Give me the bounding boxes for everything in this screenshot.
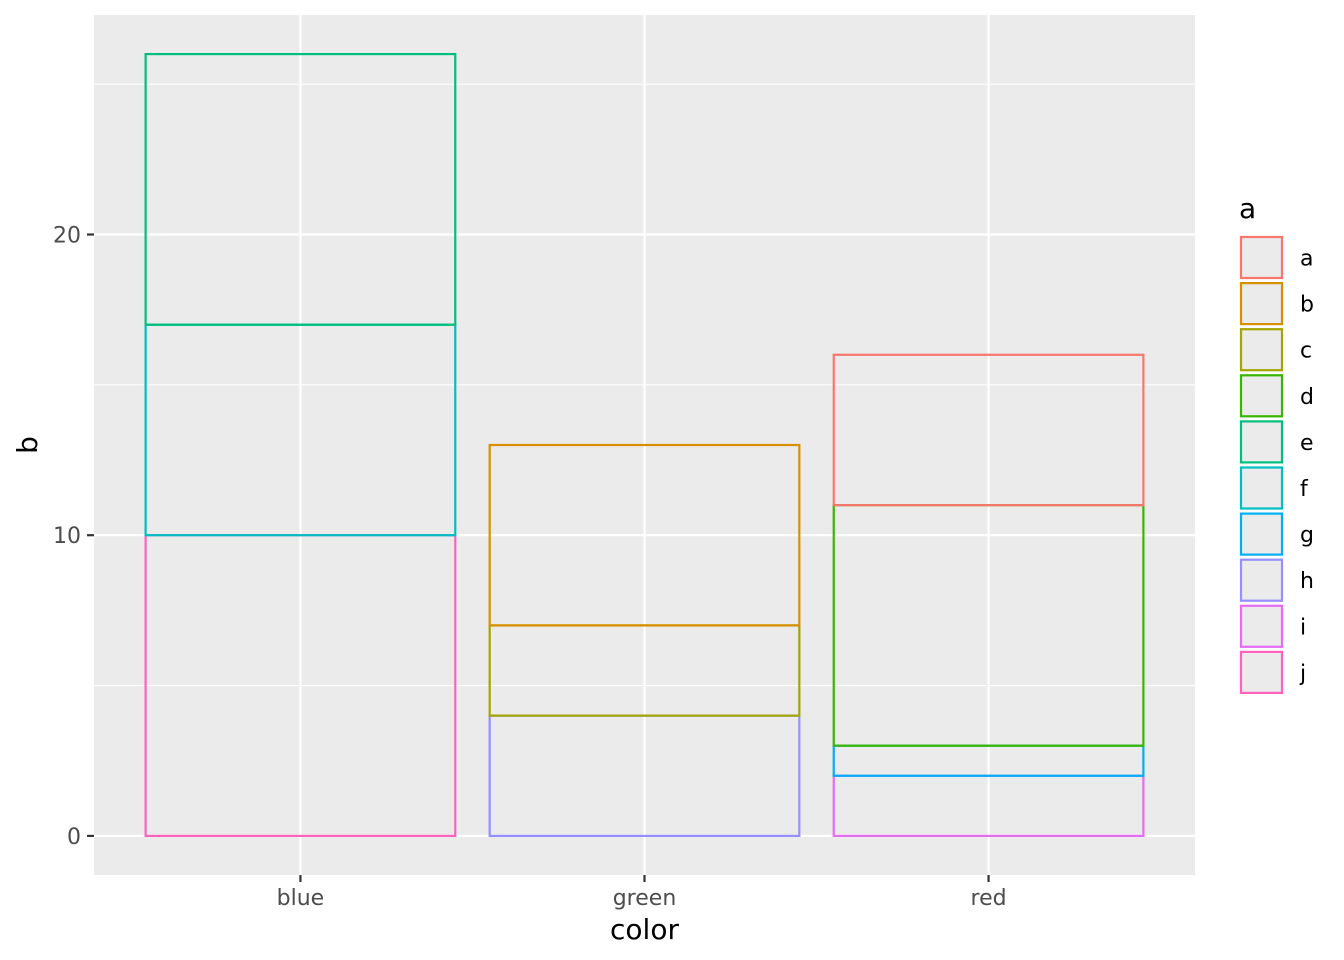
legend-key-e xyxy=(1239,420,1284,464)
legend-label-e: e xyxy=(1300,431,1314,456)
legend-label-f: f xyxy=(1300,477,1309,502)
x-tick-label-red: red xyxy=(971,886,1007,911)
legend-key-b xyxy=(1239,282,1284,326)
legend-label-d: d xyxy=(1300,385,1314,410)
legend-key-bg xyxy=(1240,236,1283,279)
y-tick-label: 10 xyxy=(53,524,81,549)
bar-segment-blue-e xyxy=(144,52,457,326)
x-axis: blue green red xyxy=(277,875,1007,911)
legend-key-bg xyxy=(1240,374,1283,418)
y-axis: 0 10 20 xyxy=(53,224,94,850)
legend-key-h xyxy=(1239,558,1284,602)
legend-label-a: a xyxy=(1300,247,1313,272)
legend-key-c xyxy=(1239,328,1284,372)
legend-key-bg xyxy=(1240,604,1283,648)
y-tick-label: 20 xyxy=(53,224,81,249)
legend-label-g: g xyxy=(1300,523,1314,548)
x-axis-title: color xyxy=(610,913,679,946)
legend-key-f xyxy=(1239,466,1284,510)
legend-label-i: i xyxy=(1300,615,1306,640)
legend-title: a xyxy=(1239,192,1256,225)
legend-key-bg xyxy=(1240,650,1283,694)
legend-label-c: c xyxy=(1300,339,1312,364)
legend-label-j: j xyxy=(1299,661,1306,686)
bar-segments xyxy=(144,52,1145,838)
legend-label-b: b xyxy=(1300,293,1314,318)
legend-key-bg xyxy=(1240,420,1283,464)
x-tick-label-green: green xyxy=(613,886,677,911)
legend-label-h: h xyxy=(1300,569,1314,594)
bar-segment-green-b xyxy=(488,443,801,627)
legend-key-g xyxy=(1239,512,1284,556)
legend-key-bg xyxy=(1240,466,1283,510)
legend-key-a xyxy=(1239,235,1284,280)
y-axis-title: b xyxy=(11,436,44,454)
legend-key-bg xyxy=(1240,282,1283,326)
legend-key-bg xyxy=(1240,328,1283,372)
legend-key-d xyxy=(1239,374,1284,418)
legend-key-bg xyxy=(1240,558,1283,602)
x-tick-label-blue: blue xyxy=(277,886,325,911)
bar-segment-red-a xyxy=(832,353,1145,507)
legend-key-bg xyxy=(1240,512,1283,556)
legend-key-i xyxy=(1239,604,1284,648)
legend-key-j xyxy=(1239,650,1284,695)
y-tick-label: 0 xyxy=(67,825,81,850)
